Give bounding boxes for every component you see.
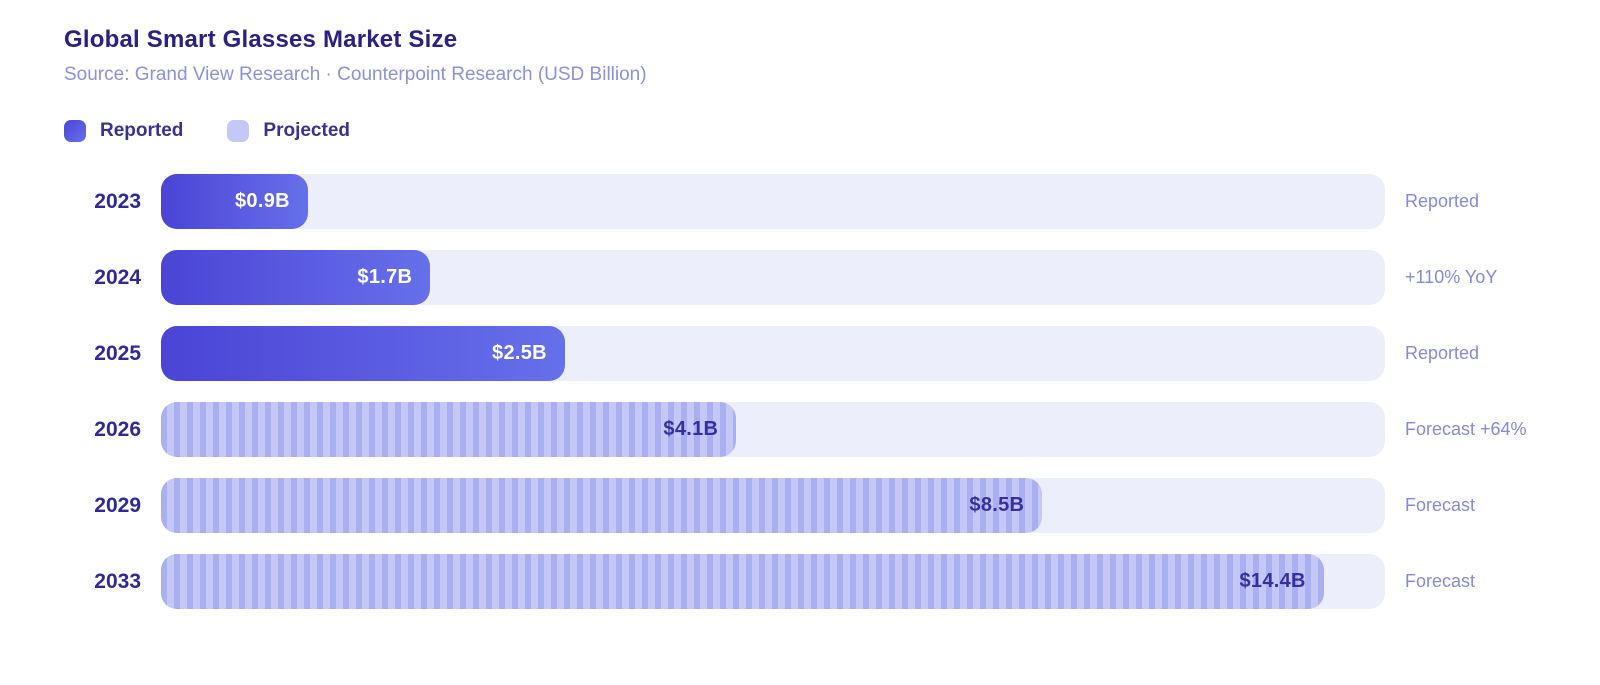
bar-fill: $1.7B [161,250,431,305]
row-annotation: +110% YoY [1405,267,1498,287]
legend-item-projected: Projected [227,120,350,142]
legend-swatch-projected [227,120,250,142]
year-label: 2026 [94,417,141,441]
bar-value-label: $2.5B [492,342,547,364]
bar-fill: $4.1B [161,402,737,457]
bar-value-label: $4.1B [663,418,719,440]
bar-row-2025: 2025 $2.5B Reported [64,326,1600,381]
bar-track: $8.5B [161,478,1385,533]
bar-fill: $14.4B [161,554,1324,609]
bar-track: $0.9B [161,174,1385,229]
year-label: 2033 [94,569,141,593]
legend-label-reported: Reported [100,120,184,141]
bar-row-2033: 2033 $14.4B Forecast [64,554,1600,609]
bar-row-2029: 2029 $8.5B Forecast [64,478,1600,533]
row-annotation: Forecast [1405,571,1476,591]
row-annotation: Forecast +64% [1405,419,1527,439]
year-label: 2024 [94,265,141,289]
year-label: 2029 [94,493,141,517]
bar-fill: $0.9B [161,174,308,229]
chart-container: Global Smart Glasses Market Size Source:… [64,26,1600,609]
year-label: 2025 [94,341,141,365]
bar-row-2024: 2024 $1.7B +110% YoY [64,250,1600,305]
chart-source: Source: Grand View Research · Counterpoi… [64,64,647,85]
chart-title: Global Smart Glasses Market Size [64,26,458,53]
chart-legend: Reported Projected [64,120,1600,142]
year-label: 2023 [94,189,141,213]
bar-row-2023: 2023 $0.9B Reported [64,174,1600,229]
bar-fill: $2.5B [161,326,565,381]
legend-label-projected: Projected [263,120,350,141]
bar-track: $14.4B [161,554,1385,609]
bar-value-label: $0.9B [235,190,290,212]
bar-rows: 2023 $0.9B Reported 2024 $1.7B +110% YoY… [64,174,1600,609]
bar-track: $4.1B [161,402,1385,457]
bar-value-label: $8.5B [969,494,1025,516]
legend-item-reported: Reported [64,120,183,142]
bar-value-label: $1.7B [357,266,413,288]
legend-swatch-reported [64,120,86,142]
row-annotation: Reported [1405,191,1480,211]
bar-row-2026: 2026 $4.1B Forecast +64% [64,402,1600,457]
bar-track: $2.5B [161,326,1385,381]
row-annotation: Forecast [1405,495,1476,515]
bar-fill: $8.5B [161,478,1043,533]
bar-track: $1.7B [161,250,1385,305]
row-annotation: Reported [1405,343,1480,363]
bar-value-label: $14.4B [1239,570,1306,592]
